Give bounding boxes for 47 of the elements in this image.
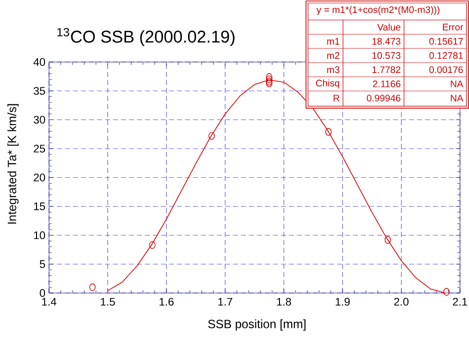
text: 10.573 — [372, 52, 400, 59]
point — [325, 128, 332, 136]
annotation: 0.99946 — [366, 94, 400, 102]
chart-title: $^{13}$CO SSB (2000.02.19) — [57, 28, 234, 46]
text: Value — [377, 24, 400, 31]
annotation: 0.00176 — [429, 66, 463, 74]
annotation: m3 — [327, 66, 340, 74]
point — [384, 236, 391, 244]
annotation: Chisq — [316, 79, 340, 88]
annotation: NA — [450, 94, 464, 102]
point — [266, 73, 272, 81]
point — [208, 132, 215, 140]
text: 0.12781 — [429, 52, 463, 59]
annotation: NA — [450, 80, 464, 88]
x-tick-label: 1.6 — [160, 298, 174, 306]
x-tick-label: 2.0 — [394, 298, 409, 306]
text: Error — [442, 24, 464, 30]
x-tick-label: 1.8 — [277, 298, 292, 306]
text: m1 — [327, 38, 340, 45]
x-tick-label: 1.5 — [100, 298, 115, 306]
point — [149, 241, 156, 249]
point — [89, 283, 96, 292]
annotation: R — [334, 94, 340, 102]
text: 0.15617 — [429, 38, 463, 45]
annotation: 1.7782 — [372, 66, 400, 74]
y-axis-title: Integrated Ta* [K km/s] — [7, 104, 19, 224]
text: y = m1*(1+cos(m2*(M0-m3))) — [316, 6, 440, 15]
y-tick-label: 15 — [34, 202, 46, 210]
y-tick-label: 40 — [34, 58, 46, 66]
y-tick-label: 25 — [34, 144, 46, 153]
y-tick-label: 5 — [40, 260, 46, 268]
x-tick-label: 1.4 — [42, 298, 56, 306]
x-axis-title: SSB position [mm] — [208, 319, 306, 331]
y-tick-label: 30 — [34, 116, 46, 124]
point — [266, 75, 272, 84]
point — [266, 78, 272, 86]
x-tick-label: 2.1 — [452, 298, 468, 306]
text: m2 — [327, 52, 340, 59]
y-tick-label: 0 — [40, 289, 46, 297]
point — [443, 288, 450, 296]
y-tick-label: 20 — [34, 174, 46, 182]
y-tick-label: 10 — [34, 231, 46, 240]
x-tick-label: 1.9 — [336, 298, 350, 306]
annotation: 2.1166 — [372, 80, 400, 88]
text: 18.473 — [372, 38, 400, 45]
x-tick-label: 1.7 — [218, 298, 232, 306]
y-tick-label: 35 — [34, 86, 46, 95]
